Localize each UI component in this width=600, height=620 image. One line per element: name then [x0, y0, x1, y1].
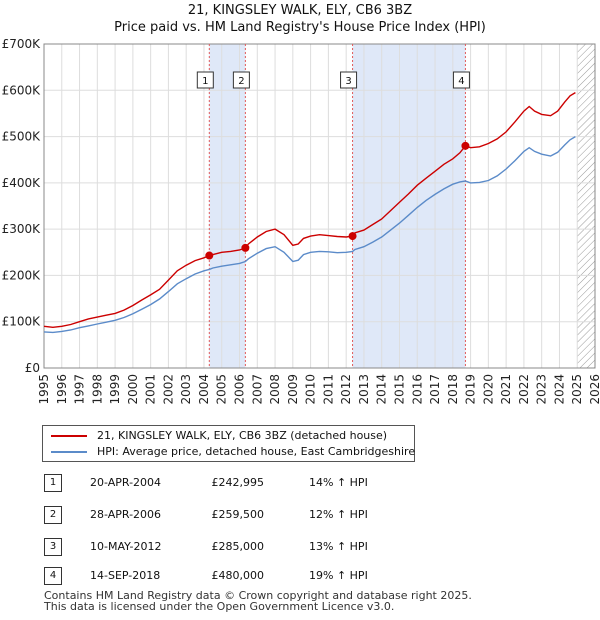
sale-row: 4 14-SEP-2018 £480,000 19% ↑ HPI [44, 567, 464, 585]
sale-date: 10-MAY-2012 [90, 540, 162, 553]
sale-point [461, 141, 470, 150]
x-tick-label: 2019 [464, 374, 478, 405]
x-tick-label: 2000 [126, 374, 140, 405]
attribution-line1: Contains HM Land Registry data © Crown c… [44, 589, 472, 602]
shaded-period [352, 44, 466, 368]
x-tick-label: 2003 [179, 374, 193, 405]
legend-item-hpi: HPI: Average price, detached house, East… [51, 445, 415, 459]
y-tick-label: £100K [2, 315, 42, 329]
sale-marker-label: 2 [238, 76, 244, 87]
sale-point [348, 232, 357, 241]
sale-marker-badge [196, 71, 214, 89]
x-tick-label: 2008 [268, 374, 282, 405]
chart-title: 21, KINGSLEY WALK, ELY, CB6 3BZ Price pa… [0, 2, 600, 36]
x-tick-label: 2011 [321, 374, 335, 405]
plot-border [43, 43, 596, 369]
sale-date: 20-APR-2004 [90, 476, 162, 489]
x-tick-label: 2018 [446, 374, 460, 405]
x-tick-label: 1996 [55, 374, 69, 405]
sale-hpi-diff: 12% ↑ HPI [309, 508, 368, 521]
x-tick-label: 2017 [428, 374, 442, 405]
sale-price: £480,000 [211, 569, 265, 582]
x-tick-label: 2026 [588, 374, 600, 405]
sale-hpi-diff: 14% ↑ HPI [309, 476, 368, 489]
x-tick-label: 2001 [144, 374, 158, 405]
x-tick-label: 2014 [375, 374, 389, 405]
sale-date: 14-SEP-2018 [90, 569, 161, 582]
series-line [43, 136, 576, 334]
x-tick-label: 2015 [392, 374, 406, 405]
sale-marker-badge [452, 71, 470, 89]
sale-price: £259,500 [211, 508, 265, 521]
chart-title-line1: 21, KINGSLEY WALK, ELY, CB6 3BZ [187, 3, 413, 18]
series-line [43, 92, 576, 329]
sale-price: £285,000 [211, 540, 265, 553]
y-tick-label: £600K [2, 83, 42, 97]
x-tick-label: 2013 [357, 374, 371, 405]
x-tick-label: 2009 [286, 374, 300, 405]
legend-label-hpi: HPI: Average price, detached house, East… [97, 445, 416, 458]
sale-date: 28-APR-2006 [90, 508, 162, 521]
attribution-line2: This data is licensed under the Open Gov… [44, 600, 395, 613]
y-tick-label: £300K [2, 222, 42, 236]
sale-number-badge: 2 [44, 506, 62, 524]
x-tick-label: 2007 [250, 374, 264, 405]
legend-item-property: 21, KINGSLEY WALK, ELY, CB6 3BZ (detache… [51, 429, 387, 443]
sale-marker-badge [340, 71, 358, 89]
y-tick-label: £0 [25, 361, 40, 375]
x-tick-label: 2025 [570, 374, 584, 405]
x-tick-label: 2016 [410, 374, 424, 405]
y-tick-label: £700K [2, 37, 42, 51]
x-tick-label: 1995 [37, 374, 51, 405]
y-tick-label: £400K [2, 176, 42, 190]
sale-marker-label: 4 [458, 76, 464, 87]
sale-row: 3 10-MAY-2012 £285,000 13% ↑ HPI [44, 538, 464, 556]
legend-swatch-property [51, 435, 87, 437]
sale-number-badge: 4 [44, 567, 62, 585]
sale-hpi-diff: 19% ↑ HPI [309, 569, 368, 582]
chart-title-line2: Price paid vs. HM Land Registry's House … [114, 20, 486, 35]
x-tick-label: 1997 [73, 374, 87, 405]
sale-hpi-diff: 13% ↑ HPI [309, 540, 368, 553]
sale-marker-badge [232, 71, 250, 89]
x-tick-label: 2021 [499, 374, 513, 405]
x-tick-label: 1998 [90, 374, 104, 405]
x-tick-label: 2020 [481, 374, 495, 405]
x-tick-label: 2023 [535, 374, 549, 405]
x-tick-label: 2022 [517, 374, 531, 405]
x-tick-label: 2024 [552, 374, 566, 405]
legend-swatch-hpi [51, 451, 87, 453]
sale-row: 2 28-APR-2006 £259,500 12% ↑ HPI [44, 506, 464, 524]
sale-number-badge: 1 [44, 474, 62, 492]
y-tick-label: £200K [2, 268, 42, 282]
x-tick-label: 2010 [304, 374, 318, 405]
y-tick-label: £500K [2, 130, 42, 144]
x-tick-label: 2002 [161, 374, 175, 405]
chart-legend: 21, KINGSLEY WALK, ELY, CB6 3BZ (detache… [42, 425, 415, 462]
price-chart: £0 £100K £200K £300K £400K £500K £600K £700K 199… [2, 37, 600, 405]
x-tick-label: 2006 [233, 374, 247, 405]
sale-number-badge: 3 [44, 538, 62, 556]
x-tick-label: 1999 [108, 374, 122, 405]
sale-price: £242,995 [211, 476, 265, 489]
forecast-hatch [577, 44, 595, 368]
sale-marker-label: 3 [345, 76, 351, 87]
sale-point [241, 243, 250, 252]
x-tick-label: 2004 [197, 374, 211, 405]
legend-label-property: 21, KINGSLEY WALK, ELY, CB6 3BZ (detache… [97, 429, 388, 442]
sale-point [205, 251, 214, 260]
x-tick-label: 2012 [339, 374, 353, 405]
x-tick-label: 2005 [215, 374, 229, 405]
attribution-footer: Contains HM Land Registry data © Crown c… [44, 590, 472, 612]
sale-marker-label: 1 [202, 76, 208, 87]
sale-row: 1 20-APR-2004 £242,995 14% ↑ HPI [44, 474, 464, 492]
